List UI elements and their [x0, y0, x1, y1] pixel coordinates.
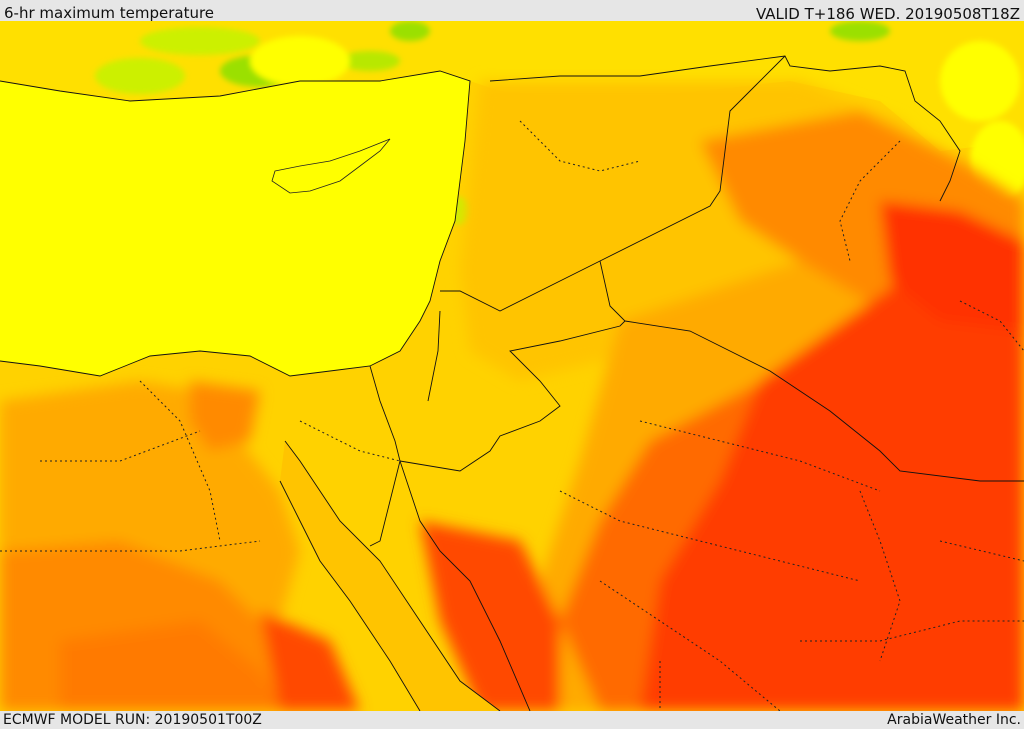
country-borders [399, 55, 1024, 482]
temperature-map[interactable] [0, 21, 1024, 711]
mediterranean-sea [0, 71, 470, 376]
header-bar: 6-hr maximum temperature VALID T+186 WED… [0, 0, 1024, 23]
valid-time: VALID T+186 WED. 20190508T18Z [755, 5, 1020, 23]
credit-label: ArabiaWeather Inc. [887, 712, 1021, 728]
coastlines [0, 70, 531, 711]
cool-patches [95, 21, 1024, 225]
map-canvas [0, 21, 1024, 711]
map-title: 6-hr maximum temperature [4, 4, 215, 22]
footer-bar: ECMWF MODEL RUN: 20190501T00Z ArabiaWeat… [0, 711, 1024, 729]
province-borders [0, 120, 1024, 711]
model-run-label: ECMWF MODEL RUN: 20190501T00Z [3, 712, 262, 728]
cyprus [271, 138, 391, 194]
